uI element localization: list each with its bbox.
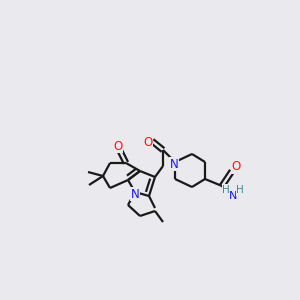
Text: H: H bbox=[236, 185, 244, 195]
Text: H: H bbox=[222, 185, 230, 195]
Text: N: N bbox=[130, 188, 140, 200]
Text: O: O bbox=[113, 140, 123, 152]
Text: O: O bbox=[143, 136, 153, 149]
Text: O: O bbox=[231, 160, 241, 173]
Text: N: N bbox=[229, 191, 237, 201]
Text: N: N bbox=[169, 158, 178, 170]
